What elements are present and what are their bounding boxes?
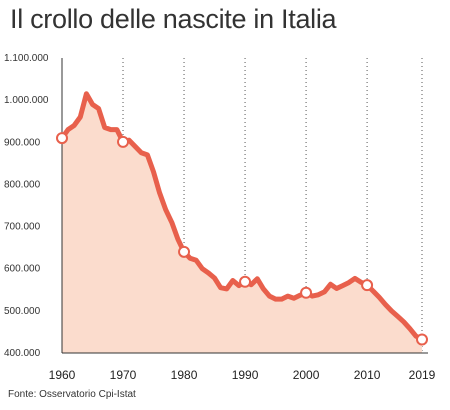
x-tick-label: 1970 — [110, 368, 137, 382]
marker-1970 — [117, 135, 130, 148]
x-tick-label: 2000 — [293, 368, 320, 382]
y-tick-label: 500.000 — [4, 306, 41, 317]
x-tick-label: 2010 — [354, 368, 381, 382]
marker-1960 — [56, 132, 68, 145]
x-tick-label: 1980 — [171, 368, 198, 382]
marker-1990 — [239, 275, 252, 288]
x-tick-label: 2019 — [409, 368, 436, 382]
markers-layer — [56, 132, 428, 346]
axes-layer — [61, 58, 428, 354]
marker-2019 — [416, 333, 428, 346]
y-tick-label: 900.000 — [4, 137, 41, 148]
x-tick-label: 1990 — [232, 368, 259, 382]
y-tick-label: 600.000 — [4, 264, 41, 275]
source-note: Fonte: Osservatorio Cpi-Istat — [8, 389, 136, 400]
y-tick-label: 1.000.000 — [4, 95, 49, 106]
y-tick-label: 400.000 — [4, 348, 41, 359]
x-tick-label: 1960 — [49, 368, 76, 382]
y-tick-label: 700.000 — [4, 222, 41, 233]
y-tick-label: 1.100.000 — [4, 53, 49, 64]
marker-2000 — [300, 286, 313, 299]
y-tick-label: 800.000 — [4, 179, 41, 190]
marker-1980 — [178, 245, 191, 258]
chart-title: Il crollo delle nascite in Italia — [10, 4, 337, 34]
marker-2010 — [361, 279, 374, 292]
y-tick-labels: 400.000 500.000 600.000 700.000 800.000 900.0… — [4, 53, 49, 359]
x-tick-labels: 1960 1970 1980 1990 2000 2010 2019 — [49, 368, 436, 382]
